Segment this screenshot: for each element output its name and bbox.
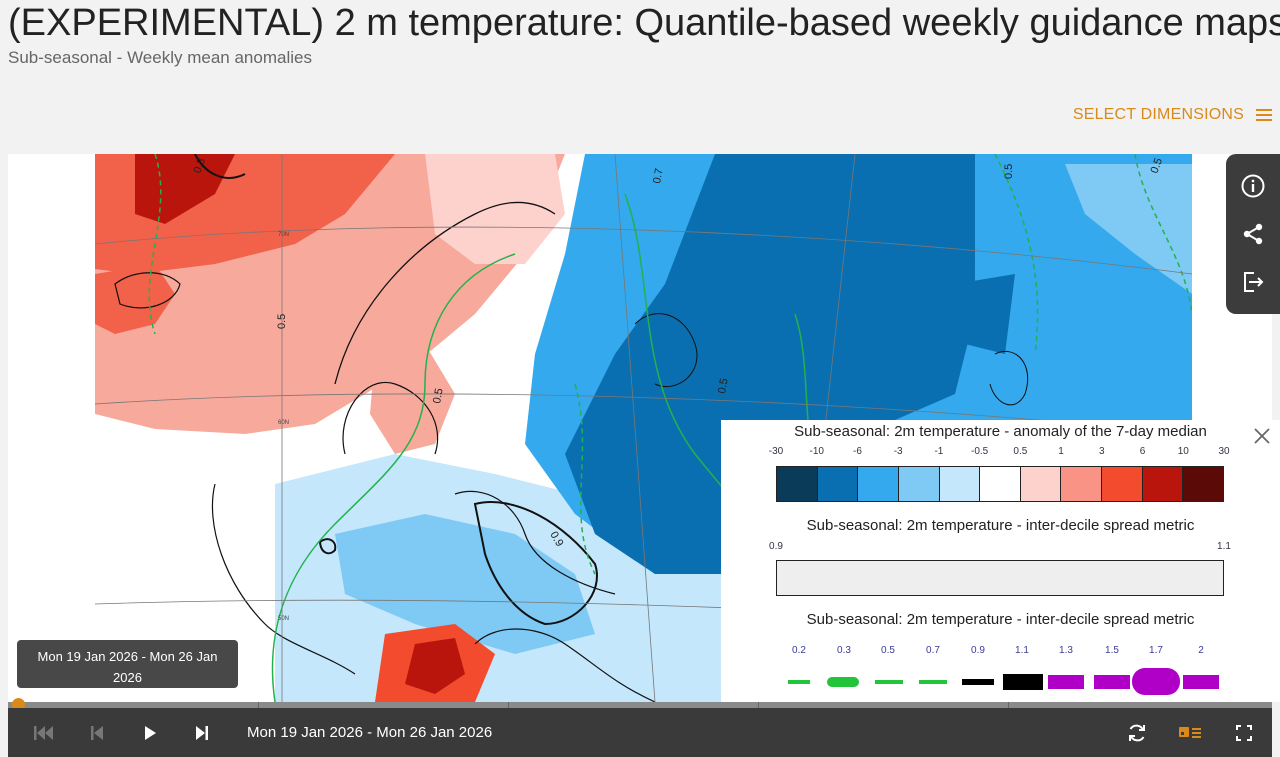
- contour-tick: 0.7: [926, 645, 940, 656]
- contour-key-1.7: [1132, 668, 1180, 695]
- spread-tick-max: 1.1: [1217, 541, 1231, 552]
- step-back-icon: [91, 726, 103, 740]
- legend-panel: Sub-seasonal: 2m temperature - anomaly o…: [721, 420, 1280, 702]
- contour-tick: 1.5: [1105, 645, 1119, 656]
- anomaly-tick: 6: [1139, 446, 1146, 457]
- share-icon: [1243, 223, 1263, 245]
- previous-frame-button[interactable]: [84, 720, 110, 746]
- loop-button[interactable]: [1124, 720, 1150, 746]
- anomaly-swatch: [898, 467, 940, 501]
- timeline-knob[interactable]: [12, 698, 25, 711]
- share-button[interactable]: [1237, 218, 1269, 250]
- contour-tick: 2: [1198, 645, 1204, 656]
- export-button[interactable]: [1237, 266, 1269, 298]
- anomaly-tick: 30: [1218, 446, 1230, 457]
- graticule-label: 60N: [278, 420, 289, 426]
- anomaly-tick: -10: [809, 446, 824, 457]
- anomaly-swatch: [939, 467, 981, 501]
- playback-controls: Mon 19 Jan 2026 - Mon 26 Jan 2026: [8, 708, 1272, 757]
- anomaly-swatch: [1183, 467, 1224, 501]
- contour-key-1.3: [1048, 675, 1084, 689]
- first-frame-button[interactable]: [30, 720, 56, 746]
- page-subtitle: Sub-seasonal - Weekly mean anomalies: [8, 48, 312, 67]
- spread-tick-min: 0.9: [769, 541, 783, 552]
- contour-label: 0.5: [276, 314, 288, 329]
- anomaly-tick: 3: [1099, 446, 1105, 457]
- contour-label: 0.7: [651, 167, 665, 184]
- play-button[interactable]: [137, 720, 163, 746]
- contour-tick: 0.9: [971, 645, 985, 656]
- anomaly-tick: -3: [893, 446, 903, 457]
- anomaly-swatch: [858, 467, 899, 501]
- legend-title-spread: Sub-seasonal: 2m temperature - inter-dec…: [806, 517, 1195, 534]
- anomaly-tick: 0.5: [1013, 446, 1028, 457]
- fullscreen-button[interactable]: [1231, 720, 1257, 746]
- contour-line-key: [788, 668, 1219, 695]
- anomaly-tick: -30: [768, 446, 784, 457]
- legend-toggle-button[interactable]: [1177, 720, 1203, 746]
- anomaly-colorbar: [776, 466, 1224, 502]
- graticule-label: 70N: [278, 232, 289, 238]
- contour-label: 0.5: [1149, 157, 1166, 175]
- anomaly-tick: -0.5: [971, 446, 989, 457]
- graticule-label: 50N: [278, 616, 289, 622]
- anomaly-tick: 10: [1177, 446, 1189, 457]
- info-icon: [1241, 174, 1265, 198]
- contour-tick: 1.3: [1059, 645, 1073, 656]
- close-icon: [1254, 428, 1270, 444]
- timeline-track[interactable]: [8, 698, 1272, 711]
- skip-first-icon: [34, 726, 53, 740]
- loop-icon: [1129, 724, 1145, 742]
- anomaly-tick: -6: [853, 446, 862, 457]
- select-dimensions-label: SELECT DIMENSIONS: [1072, 106, 1244, 123]
- contour-label: 0.5: [1003, 164, 1015, 179]
- page-title: (EXPERIMENTAL) 2 m temperature: Quantile…: [8, 2, 1280, 44]
- contour-tick: 0.3: [837, 645, 851, 656]
- anomaly-swatch: [980, 467, 1021, 501]
- fullscreen-icon: [1236, 725, 1252, 741]
- anomaly-tick: 1: [1058, 446, 1064, 457]
- export-icon: [1244, 272, 1264, 292]
- anomaly-swatch: [1102, 467, 1143, 501]
- spread-colorbar: [776, 560, 1224, 596]
- contour-key-0.3: [827, 677, 859, 687]
- anomaly-swatch: [777, 467, 818, 501]
- anomaly-tick: -1: [934, 446, 944, 457]
- anomaly-swatch: [1061, 467, 1103, 501]
- contour-key-2: [1183, 675, 1219, 689]
- contour-tick: 1.7: [1149, 645, 1163, 656]
- contour-tick: 0.5: [881, 645, 895, 656]
- next-frame-button[interactable]: [189, 720, 215, 746]
- anomaly-swatch: [817, 467, 859, 501]
- contour-key-1.5: [1094, 675, 1130, 689]
- select-dimensions-button[interactable]: SELECT DIMENSIONS: [1073, 106, 1272, 124]
- legend-title-anomaly: Sub-seasonal: 2m temperature - anomaly o…: [794, 423, 1207, 440]
- hamburger-icon: [1256, 109, 1272, 121]
- legend-icon: [1179, 727, 1201, 738]
- side-toolbar: [1226, 154, 1280, 314]
- contour-tick: 0.2: [792, 645, 806, 656]
- contour-tick: 1.1: [1015, 645, 1029, 656]
- contour-label: 0.5: [431, 387, 445, 404]
- contour-label: 0.3: [192, 157, 209, 175]
- date-tooltip: Mon 19 Jan 2026 - Mon 26 Jan 2026: [17, 640, 238, 688]
- info-button[interactable]: [1237, 170, 1269, 202]
- close-legend-button[interactable]: [1252, 426, 1272, 446]
- legend-title-contours: Sub-seasonal: 2m temperature - inter-dec…: [806, 611, 1195, 628]
- anomaly-swatch: [1142, 467, 1184, 501]
- contour-key-1.1: [1003, 674, 1043, 690]
- anomaly-swatch: [1020, 467, 1062, 501]
- current-date-range: Mon 19 Jan 2026 - Mon 26 Jan 2026: [247, 724, 493, 741]
- play-icon: [145, 726, 156, 740]
- contour-label: 0.5: [716, 377, 730, 394]
- step-forward-icon: [196, 726, 208, 740]
